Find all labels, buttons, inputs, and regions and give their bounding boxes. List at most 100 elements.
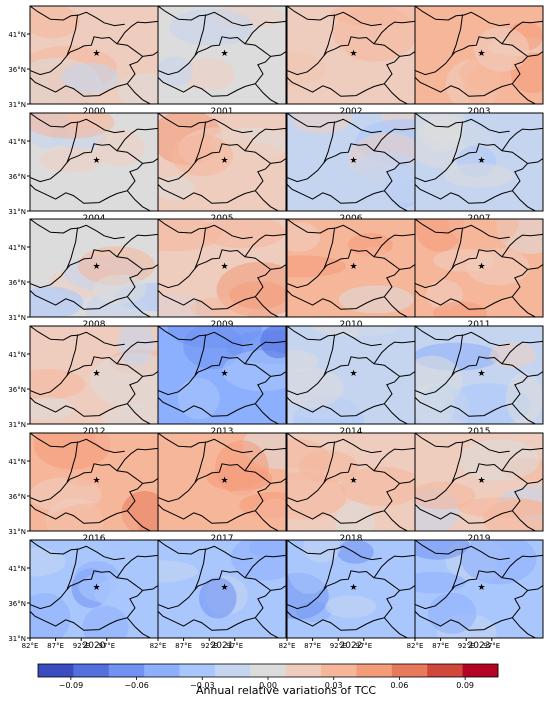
colorbar-tick-label: −0.03	[190, 681, 215, 690]
field-anomaly	[95, 129, 145, 167]
region-boundary	[415, 570, 529, 631]
province-border	[373, 554, 415, 579]
province-border	[116, 447, 158, 472]
field-anomaly	[329, 6, 415, 27]
station-star-icon: ★	[478, 262, 486, 272]
province-border	[158, 113, 253, 134]
map-panel: ★ 2017	[157, 432, 287, 544]
province-border	[126, 190, 151, 211]
panel-year-label: 2021	[211, 641, 234, 651]
province-border	[399, 478, 415, 484]
province-border	[244, 127, 286, 152]
panel-year-label: 2000	[83, 107, 106, 117]
map-panel: ★ 2000	[29, 5, 159, 117]
province-border	[527, 264, 543, 270]
field-anomaly	[183, 57, 235, 92]
region-boundary	[415, 143, 529, 204]
province-border	[254, 296, 279, 317]
province-border	[527, 51, 543, 57]
province-border	[270, 478, 286, 484]
field-anomaly	[117, 73, 158, 104]
panel-frame	[157, 5, 287, 105]
boundary-lines	[287, 113, 415, 211]
region-boundary	[30, 356, 144, 417]
panel-year-label: 2001	[211, 107, 234, 117]
station-star-icon: ★	[93, 49, 101, 59]
panel-year-label: 2018	[340, 534, 363, 544]
longitude-axis: 82°E 87°E 92°E 97°E 82°E 87°E 92°E 97°E 82°E 87°E…	[22, 638, 500, 650]
field-anomaly	[242, 66, 286, 104]
tcc-field	[287, 540, 415, 638]
region-boundary	[415, 36, 529, 97]
field-anomaly	[222, 350, 286, 392]
province-border	[451, 14, 464, 56]
province-border	[254, 83, 279, 104]
boundary-lines	[415, 6, 543, 104]
region-boundary	[158, 36, 272, 97]
province-border	[30, 326, 125, 347]
province-border	[501, 340, 543, 365]
lat-tick-label: 41°N	[8, 138, 26, 146]
colorbar-tick-label: 0.03	[325, 681, 343, 690]
region-boundary	[158, 143, 272, 204]
panel-grid: ★ 2000 ★ 2001 ★ 2002 ★ 2003 ★2004★2005★2006★2007…	[29, 5, 544, 651]
field-anomaly	[171, 134, 234, 177]
province-border	[126, 296, 151, 317]
province-border	[399, 158, 415, 164]
tcc-field	[287, 219, 415, 317]
region-boundary	[287, 570, 401, 631]
station-star-icon: ★	[93, 156, 101, 166]
colorbar-segment	[356, 664, 393, 677]
province-border	[287, 540, 382, 561]
lon-tick-label: 82°E	[150, 642, 167, 650]
panel-year-label: 2011	[468, 320, 491, 330]
boundary-lines	[158, 6, 286, 104]
province-border	[158, 219, 253, 240]
field-anomaly	[158, 176, 195, 201]
region-boundary	[415, 356, 529, 417]
panel-frame	[157, 112, 287, 212]
panel-year-label: 2012	[83, 427, 106, 437]
province-border	[30, 433, 125, 454]
latitude-axes: 41°N 36°N 31°N 41°N 36°N 31°N 41°N 36°N 31°N 41°N…	[8, 31, 30, 643]
boundary-lines	[30, 326, 158, 424]
map-panel: ★ 2002	[286, 5, 416, 117]
boundary-lines	[415, 540, 543, 638]
province-border	[501, 127, 543, 152]
map-panel: ★ 2022	[286, 539, 416, 651]
panel-frame	[157, 325, 287, 425]
province-border	[415, 219, 510, 240]
field-anomaly	[287, 349, 319, 373]
province-border	[142, 478, 158, 484]
province-border	[142, 585, 158, 591]
map-panel: ★2007	[414, 112, 544, 224]
colorbar-tick-label: −0.06	[124, 681, 149, 690]
tcc-field	[30, 540, 158, 638]
field-anomaly	[30, 397, 74, 420]
province-border	[511, 403, 536, 424]
panel-year-label: 2013	[211, 427, 234, 437]
map-panel: ★ 2003	[414, 5, 544, 117]
boundary-lines	[287, 433, 415, 531]
map-panel: ★ 2019	[414, 432, 544, 544]
field-anomaly	[158, 219, 222, 252]
lat-tick-label: 36°N	[8, 173, 26, 181]
province-border	[116, 20, 158, 45]
station-star-icon: ★	[221, 476, 229, 486]
province-border	[158, 6, 253, 27]
panel-year-label: 2003	[468, 107, 491, 117]
boundary-lines	[287, 540, 415, 638]
lat-tick-label: 31°N	[8, 528, 26, 536]
station-star-icon: ★	[93, 369, 101, 379]
boundary-lines	[287, 219, 415, 317]
boundary-lines	[287, 6, 415, 104]
province-border	[373, 233, 415, 258]
province-border	[415, 113, 510, 134]
field-anomaly	[303, 540, 341, 563]
station-star-icon: ★	[350, 262, 358, 272]
lat-tick-label: 41°N	[8, 565, 26, 573]
map-panel: ★2005	[157, 112, 287, 224]
tcc-field	[415, 326, 543, 424]
lon-tick-label: 92°E	[330, 642, 347, 650]
field-anomaly	[355, 246, 393, 272]
